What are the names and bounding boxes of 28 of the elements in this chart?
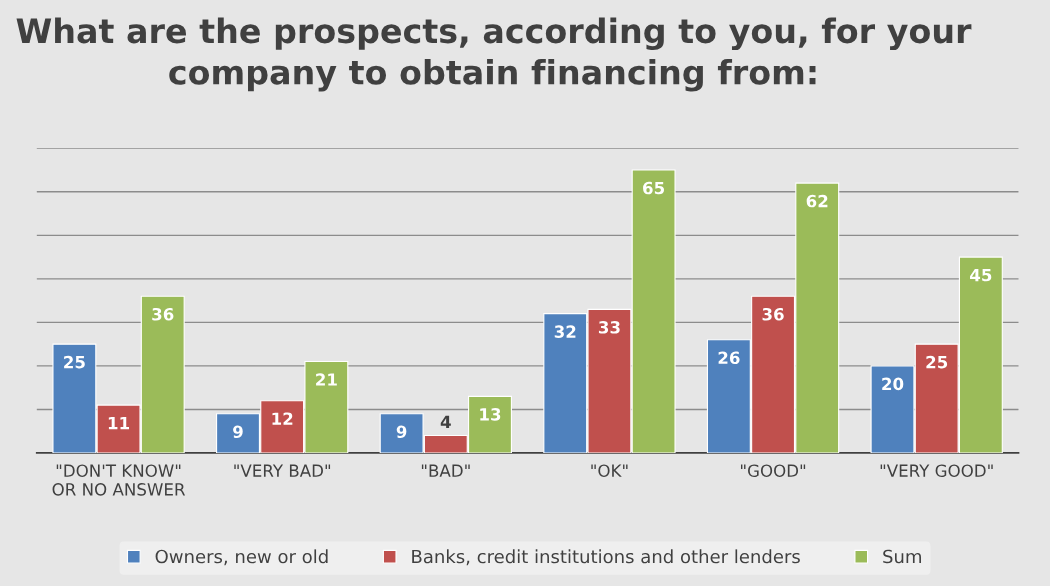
data-label: 26 — [718, 351, 740, 365]
x-tick-label: "GOOD" — [741, 464, 806, 477]
chart-title: What are the prospects, according to you, for your company to obtain financing from: — [16, 17, 972, 92]
data-label: 9 — [233, 425, 243, 439]
legend-label: Sum — [883, 549, 921, 564]
data-label: 12 — [272, 412, 293, 425]
data-label: 32 — [554, 325, 576, 338]
data-label: 36 — [762, 307, 784, 321]
data-label: 20 — [882, 377, 904, 391]
legend-label: Banks, credit institutions and other lenders — [412, 549, 800, 566]
x-tick-label: "DON'T KNOW" OR NO ANSWER — [52, 464, 186, 496]
data-label: 11 — [108, 416, 130, 430]
data-label: 45 — [970, 268, 992, 282]
data-label: 62 — [806, 194, 828, 208]
x-tick-label: "VERY GOOD" — [880, 464, 993, 477]
data-label: 33 — [598, 321, 620, 334]
x-tick-label: "OK" — [591, 464, 628, 477]
data-label: 21 — [316, 373, 337, 386]
data-label: 25 — [64, 355, 85, 369]
x-tick-label: "VERY BAD" — [234, 464, 331, 477]
data-label: 36 — [152, 307, 174, 321]
data-label: 25 — [926, 355, 948, 369]
data-label: 65 — [643, 181, 665, 195]
data-label: 9 — [396, 425, 407, 439]
data-label: 4 — [440, 415, 451, 428]
x-tick-label: "BAD" — [421, 464, 470, 477]
data-label: 13 — [480, 408, 501, 421]
legend-label: Owners, new or old — [155, 549, 328, 566]
